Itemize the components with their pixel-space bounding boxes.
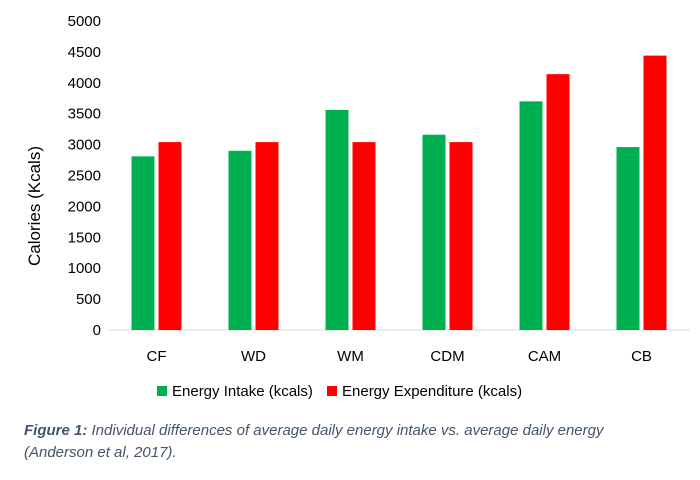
bar-energy-intake <box>422 134 446 330</box>
bar-energy-expenditure <box>449 142 473 330</box>
bar-energy-expenditure <box>352 142 376 330</box>
caption-label: Figure 1: <box>24 422 88 439</box>
x-tick-label: WD <box>241 348 266 365</box>
bar-energy-expenditure <box>255 142 279 330</box>
figure-caption: Figure 1: Individual differences of aver… <box>24 420 674 464</box>
y-axis: 0 500 1000 1500 2000 2500 3000 3500 4000 4500 5000 <box>68 13 101 339</box>
bar-series <box>131 55 667 330</box>
y-tick-label: 1000 <box>68 260 101 277</box>
x-axis: CF WD WM CDM CAM CB <box>147 348 652 365</box>
y-tick-label: 3000 <box>68 137 101 154</box>
x-tick-label: CF <box>147 348 167 365</box>
bar-energy-intake <box>616 147 640 330</box>
y-tick-label: 3500 <box>68 106 101 123</box>
legend-label: Energy Intake (kcals) <box>172 383 313 400</box>
legend-label: Energy Expenditure (kcals) <box>342 383 522 400</box>
bar-energy-expenditure <box>158 142 182 330</box>
y-tick-label: 2000 <box>68 198 101 215</box>
bar-chart: 0 500 1000 1500 2000 2500 3000 3500 4000 4500 5000… <box>25 13 690 400</box>
bar-energy-intake <box>228 150 252 330</box>
y-tick-label: 0 <box>93 322 101 339</box>
x-tick-label: CDM <box>430 348 464 365</box>
bar-energy-expenditure <box>546 74 570 330</box>
legend-swatch <box>157 386 167 396</box>
bar-energy-intake <box>325 109 349 330</box>
x-tick-label: WM <box>337 348 364 365</box>
y-tick-label: 2500 <box>68 168 101 185</box>
y-tick-label: 4000 <box>68 75 101 92</box>
legend-swatch <box>327 386 337 396</box>
y-tick-label: 500 <box>76 291 101 308</box>
y-tick-label: 5000 <box>68 13 101 30</box>
x-tick-label: CAM <box>528 348 561 365</box>
bar-energy-intake <box>131 156 155 330</box>
legend: Energy Intake (kcals) Energy Expenditure … <box>157 383 522 400</box>
bar-energy-intake <box>519 101 543 330</box>
caption-text: Individual differences of average daily … <box>24 422 604 461</box>
x-tick-label: CB <box>631 348 652 365</box>
bar-energy-expenditure <box>643 55 667 330</box>
y-tick-label: 1500 <box>68 229 101 246</box>
y-tick-label: 4500 <box>68 44 101 61</box>
y-axis-label: Calories (Kcals) <box>25 146 44 266</box>
